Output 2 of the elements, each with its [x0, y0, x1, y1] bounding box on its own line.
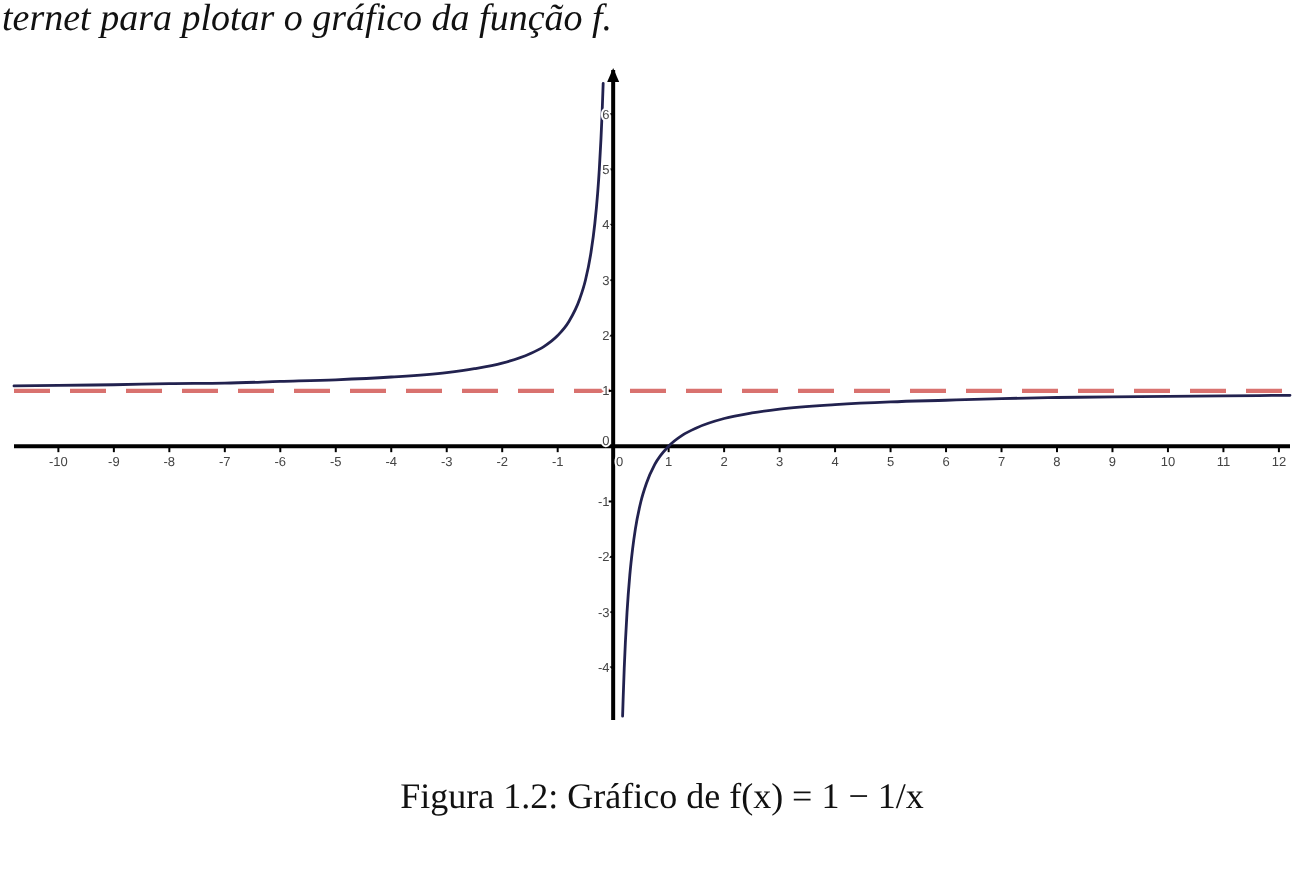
text: Figura 1.2: Gráfico de f(x) = 1 − 1/x	[400, 776, 924, 816]
text: ternet para plotar o gráfico da função f.	[2, 0, 613, 40]
